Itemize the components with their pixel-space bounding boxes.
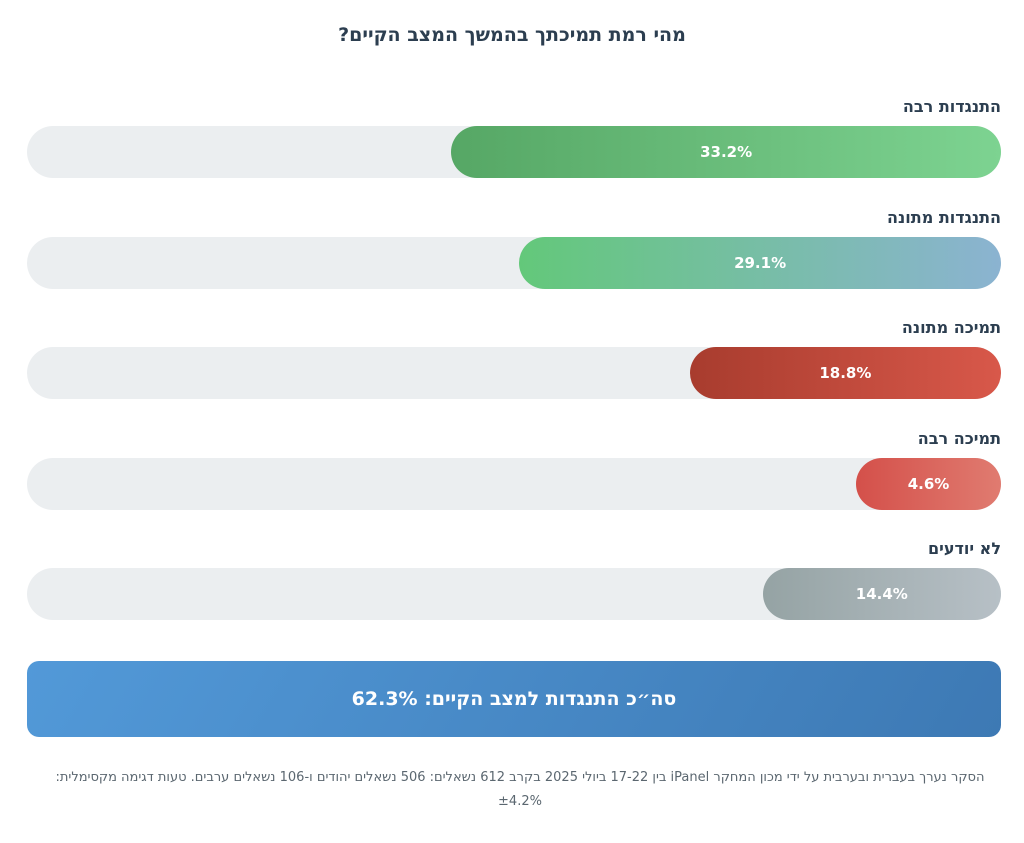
bar-category-label: התנגדות מתונה	[887, 207, 1001, 227]
bar-track: 4.6%	[27, 457, 1001, 510]
bar-track: 14.4%	[27, 568, 1001, 620]
bar-row: תמיכה רבה 4.6%	[27, 429, 1001, 529]
bar-row: התנגדות מתונה 29.1%	[27, 208, 1001, 308]
chart-title: מהי רמת תמיכתך בהמשך המצב הקיים?	[338, 24, 686, 46]
bar-value-label: 29.1%	[734, 253, 787, 272]
bar-track: 33.2%	[27, 126, 1001, 178]
bar: 29.1%	[519, 236, 1001, 289]
bar: 33.2%	[451, 126, 1001, 178]
bar-value-label: 33.2%	[700, 143, 753, 161]
bar-row: לא יודעים 14.4%	[27, 539, 1001, 639]
bar: 4.6%	[856, 457, 1001, 510]
bar-category-label: התנגדות רבה	[902, 97, 1001, 116]
bar-value-label: 18.8%	[819, 364, 872, 382]
total-opposition-banner: סה״כ התנגדות למצב הקיים: 62.3%	[27, 661, 1001, 737]
bar-category-label: תמיכה רבה	[917, 428, 1001, 448]
bar-category-label: לא יודעים	[927, 539, 1001, 558]
survey-footnote: הסקר נערך בעברית ובערבית על ידי מכון המח…	[55, 770, 985, 809]
bar: 14.4%	[762, 568, 1001, 620]
bar: 18.8%	[689, 347, 1001, 399]
bar-row: התנגדות רבה 33.2%	[27, 97, 1001, 197]
bar-value-label: 14.4%	[855, 585, 908, 603]
bar-category-label: תמיכה מתונה	[901, 318, 1001, 337]
bar-value-label: 4.6%	[907, 474, 950, 493]
bar-track: 29.1%	[27, 236, 1001, 289]
bar-row: תמיכה מתונה 18.8%	[27, 318, 1001, 418]
total-opposition-label: סה״כ התנגדות למצב הקיים: 62.3%	[351, 688, 677, 710]
bar-track: 18.8%	[27, 347, 1001, 399]
